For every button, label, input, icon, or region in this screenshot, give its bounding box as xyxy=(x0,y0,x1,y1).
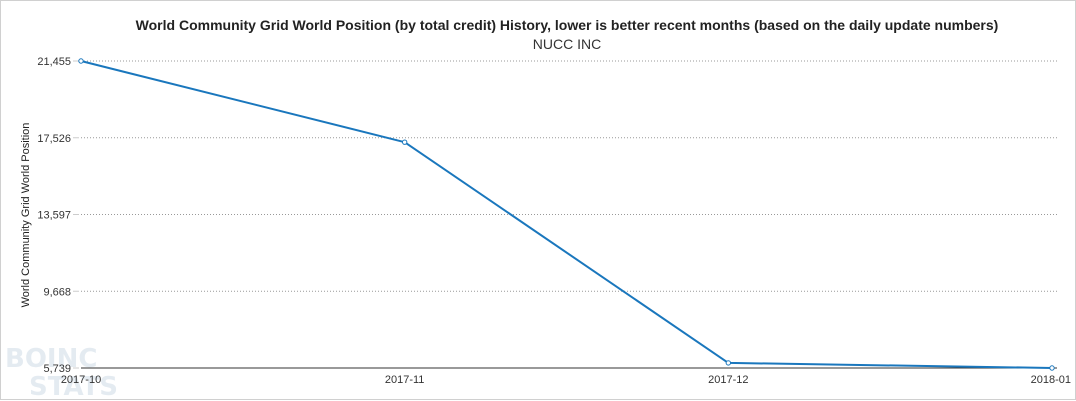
data-point[interactable] xyxy=(401,139,408,145)
data-point[interactable] xyxy=(725,360,732,366)
data-point[interactable] xyxy=(78,58,84,64)
boincstats-watermark-logo: BOINC STATS xyxy=(5,344,118,401)
series-line-group xyxy=(80,60,1053,369)
y-tick-label: 21,455 xyxy=(37,56,71,68)
y-tick-label: 17,526 xyxy=(37,133,71,145)
chart-subtitle: NUCC INC xyxy=(533,36,601,52)
y-tick-label: 13,597 xyxy=(37,210,71,222)
x-tick-label: 2017-12 xyxy=(708,374,748,386)
y-tick-label: 5,739 xyxy=(43,363,71,375)
x-tick-label: 2017-10 xyxy=(61,374,101,386)
x-tick-label: 2018-01 xyxy=(1031,374,1071,386)
series-line xyxy=(80,60,1053,369)
data-points xyxy=(78,58,1055,371)
watermark-line-2: STATS xyxy=(29,372,118,401)
y-axis-label: World Community Grid World Position xyxy=(20,123,32,308)
y-tick-labels: 5,739 9,668 13,597 17,526 21,455 xyxy=(37,56,79,375)
data-point[interactable] xyxy=(1049,365,1055,371)
x-tick-labels: 2017-10 2017-11 2017-12 2018-01 xyxy=(61,374,1071,386)
y-tick-label: 9,668 xyxy=(43,286,71,298)
x-tick-label: 2017-11 xyxy=(385,374,425,386)
grid-lines xyxy=(81,60,1057,292)
watermark-line-1: BOINC xyxy=(5,344,97,374)
chart-title: World Community Grid World Position (by … xyxy=(136,17,999,33)
